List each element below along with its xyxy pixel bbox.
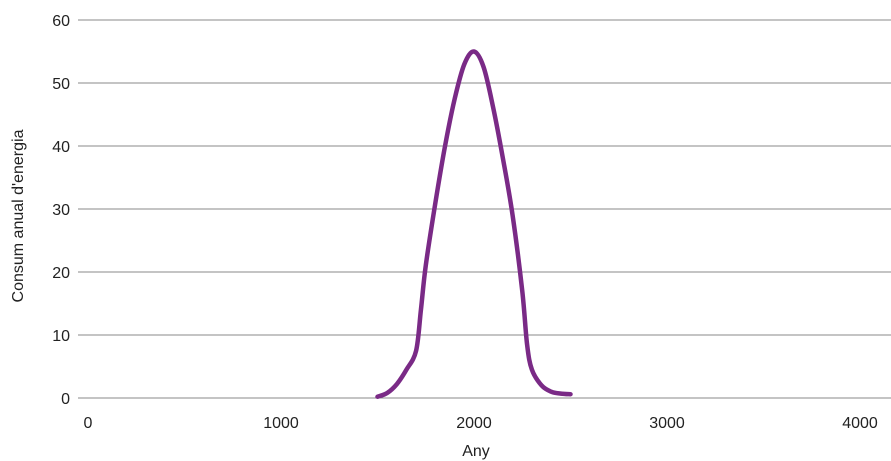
x-tick-label: 2000 xyxy=(456,415,492,432)
y-tick-label: 60 xyxy=(52,13,70,30)
y-tick-label: 20 xyxy=(52,265,70,282)
x-axis-title: Any xyxy=(462,443,490,460)
x-tick-label: 1000 xyxy=(263,415,299,432)
series-line-0 xyxy=(375,49,573,399)
x-tick-label: 0 xyxy=(84,415,93,432)
y-tick-label: 40 xyxy=(52,139,70,156)
y-tick-label: 30 xyxy=(52,202,70,219)
series-group xyxy=(375,49,573,399)
gridlines xyxy=(78,19,891,399)
y-tick-labels: 0 10 20 30 40 50 60 xyxy=(52,13,70,408)
y-tick-label: 10 xyxy=(52,328,70,345)
x-tick-label: 4000 xyxy=(842,415,878,432)
y-tick-label: 50 xyxy=(52,76,70,93)
y-axis-title: Consum anual d'energia xyxy=(10,129,27,302)
x-tick-label: 3000 xyxy=(649,415,685,432)
y-tick-label: 0 xyxy=(61,391,70,408)
x-tick-labels: 0 1000 2000 3000 4000 xyxy=(84,415,878,432)
